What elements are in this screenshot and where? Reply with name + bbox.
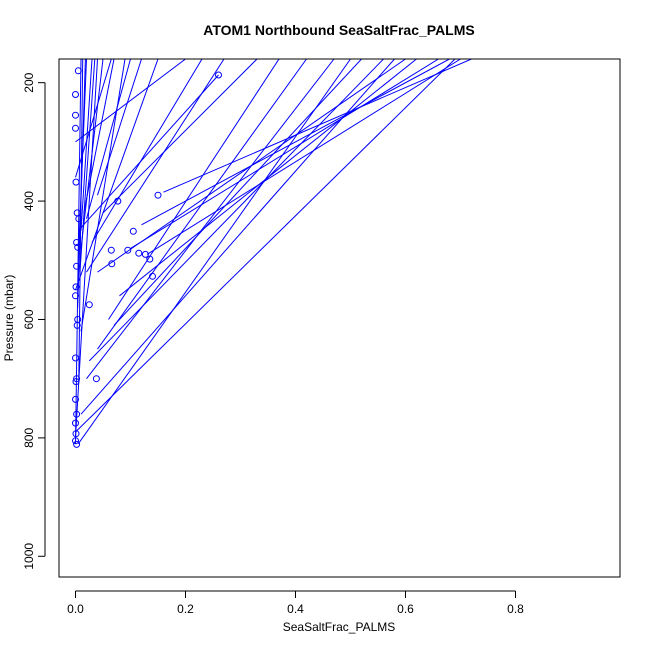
series-line-segment	[102, 59, 258, 214]
series-line-segment	[78, 59, 84, 379]
y-tick-label: 600	[22, 309, 36, 329]
series-line-segment	[75, 59, 82, 444]
x-tick-label: 0.8	[507, 602, 524, 616]
data-point	[73, 321, 81, 329]
chart-title: ATOM1 Northbound SeaSaltFrac_PALMS	[203, 22, 474, 38]
data-point	[92, 375, 100, 383]
data-point	[74, 67, 82, 75]
data-point	[72, 91, 79, 98]
x-axis-label: SeaSaltFrac_PALMS	[283, 620, 396, 634]
data-point	[108, 260, 116, 268]
data-point	[73, 375, 81, 383]
plot-area	[72, 59, 472, 448]
x-tick-label: 0.4	[287, 602, 304, 616]
data-point	[74, 243, 82, 251]
data-point	[72, 178, 80, 186]
data-point	[72, 430, 80, 438]
y-tick-label: 400	[22, 191, 36, 211]
series-line-segment	[77, 59, 351, 445]
data-point	[73, 262, 81, 270]
series-line-segment	[80, 59, 93, 231]
data-point	[72, 437, 79, 445]
data-point	[149, 272, 156, 280]
series-line-segment	[75, 59, 112, 178]
series-line-segment	[97, 59, 307, 350]
series-line-segment	[146, 59, 461, 255]
series-line-segment	[141, 59, 450, 226]
series-line-segment	[108, 59, 280, 320]
series-line-segment	[83, 59, 115, 213]
data-point	[72, 124, 79, 132]
data-point	[135, 249, 143, 257]
series-line-segment	[75, 59, 159, 291]
data-point	[72, 395, 79, 403]
data-point	[72, 419, 79, 427]
series-line-segment	[75, 59, 98, 438]
data-point	[72, 292, 79, 300]
y-tick-label: 200	[22, 72, 36, 92]
data-point	[72, 378, 80, 386]
y-axis: 200 400 600 800 1000	[22, 72, 46, 570]
series-line-segment	[80, 59, 126, 332]
data-point	[85, 301, 93, 309]
x-tick-label: 0.0	[67, 602, 84, 616]
y-tick-label: 800	[22, 428, 36, 448]
x-tick-label: 0.2	[177, 602, 194, 616]
y-tick-label: 1000	[22, 543, 36, 570]
data-point	[146, 255, 154, 263]
data-point	[215, 71, 222, 79]
data-point	[129, 227, 137, 235]
data-point	[73, 410, 81, 418]
data-point	[72, 111, 79, 119]
data-point	[154, 191, 162, 199]
data-point	[72, 354, 79, 362]
x-axis: 0.0 0.2 0.4 0.6 0.8	[67, 590, 524, 616]
y-axis-label: Pressure (mbar)	[2, 275, 16, 362]
series-line-segment	[130, 59, 439, 249]
series-line-segment	[86, 59, 131, 219]
data-point	[107, 246, 115, 254]
data-point	[72, 283, 80, 291]
plot-box	[58, 58, 621, 578]
series-line-segment	[80, 59, 395, 415]
series-line-segment	[91, 59, 203, 243]
series-line-segment	[88, 59, 384, 362]
data-point	[141, 250, 149, 258]
x-tick-label: 0.6	[397, 602, 414, 616]
data-point	[75, 215, 83, 223]
data-point	[73, 239, 81, 246]
series-line-segment	[163, 59, 472, 193]
data-point	[73, 440, 81, 448]
series-line-segment	[113, 59, 362, 326]
series-line-segment	[86, 59, 335, 380]
series-line-segment	[97, 59, 142, 196]
data-point	[124, 246, 132, 254]
series-line-segment	[75, 59, 456, 433]
data-point	[114, 197, 122, 205]
